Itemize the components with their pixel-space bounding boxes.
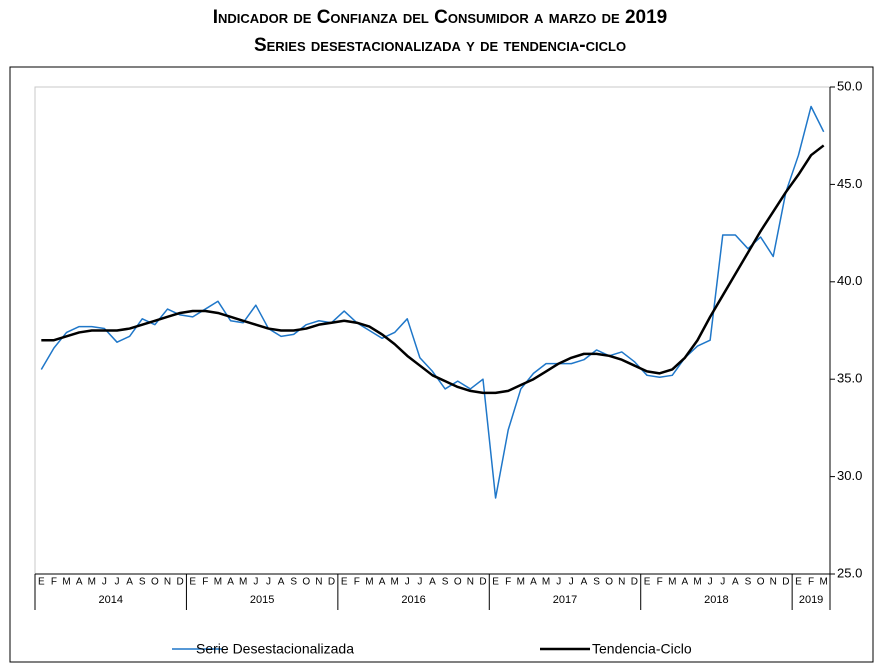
- y-tick-label: 25.0: [837, 565, 862, 580]
- x-tick-label: M: [542, 577, 550, 588]
- x-tick-label: A: [732, 577, 739, 588]
- x-tick-label: J: [266, 577, 271, 588]
- x-tick-label: M: [62, 577, 70, 588]
- x-tick-label: J: [569, 577, 574, 588]
- x-tick-label: A: [530, 577, 537, 588]
- y-tick-label: 30.0: [837, 468, 862, 483]
- x-tick-label: F: [51, 577, 57, 588]
- x-tick-label: F: [808, 577, 814, 588]
- x-tick-label: E: [38, 577, 45, 588]
- x-tick-label: A: [278, 577, 285, 588]
- x-tick-label: N: [618, 577, 625, 588]
- chart-subtitle: Series desestacionalizada y de tendencia…: [254, 35, 626, 56]
- x-tick-label: S: [139, 577, 146, 588]
- chart-frame: [9, 66, 874, 663]
- x-tick-label: D: [177, 577, 184, 588]
- x-tick-label: S: [745, 577, 752, 588]
- y-tick-label: 35.0: [837, 371, 862, 386]
- y-tick-label: 40.0: [837, 273, 862, 288]
- x-tick-label: A: [379, 577, 386, 588]
- x-tick-label: A: [227, 577, 234, 588]
- x-tick-label: M: [239, 577, 247, 588]
- x-tick-label: A: [682, 577, 689, 588]
- x-tick-label: E: [341, 577, 348, 588]
- x-tick-label: M: [390, 577, 398, 588]
- y-tick-label: 45.0: [837, 176, 862, 191]
- year-label: 2019: [799, 594, 823, 606]
- x-tick-label: J: [102, 577, 107, 588]
- series-line: [41, 144, 825, 395]
- x-tick-label: F: [657, 577, 663, 588]
- year-label: 2018: [704, 594, 728, 606]
- x-tick-label: A: [429, 577, 436, 588]
- x-tick-label: O: [151, 577, 159, 588]
- x-tick-label: M: [365, 577, 373, 588]
- x-tick-label: J: [253, 577, 258, 588]
- x-tick-label: J: [556, 577, 561, 588]
- x-tick-label: M: [693, 577, 701, 588]
- x-tick-label: D: [631, 577, 638, 588]
- x-tick-label: O: [757, 577, 765, 588]
- x-tick-label: D: [479, 577, 486, 588]
- x-tick-label: N: [467, 577, 474, 588]
- x-tick-label: J: [405, 577, 410, 588]
- x-tick-label: E: [644, 577, 651, 588]
- x-tick-label: M: [517, 577, 525, 588]
- year-label: 2015: [250, 594, 274, 606]
- x-tick-label: J: [115, 577, 120, 588]
- series-line: [40, 105, 825, 499]
- x-tick-label: A: [76, 577, 83, 588]
- x-tick-label: A: [126, 577, 133, 588]
- x-tick-label: N: [770, 577, 777, 588]
- x-tick-label: E: [795, 577, 802, 588]
- x-tick-label: S: [290, 577, 297, 588]
- x-tick-label: J: [720, 577, 725, 588]
- x-tick-label: O: [454, 577, 462, 588]
- x-tick-label: M: [88, 577, 96, 588]
- x-tick-label: F: [505, 577, 511, 588]
- x-tick-label: J: [708, 577, 713, 588]
- year-label: 2014: [98, 594, 122, 606]
- x-tick-label: F: [354, 577, 360, 588]
- x-tick-label: S: [442, 577, 449, 588]
- chart-title: Indicador de Confianza del Consumidor a …: [213, 7, 667, 28]
- x-tick-label: S: [593, 577, 600, 588]
- x-tick-label: M: [214, 577, 222, 588]
- year-label: 2017: [553, 594, 577, 606]
- x-tick-label: F: [202, 577, 208, 588]
- legend-label: Serie Desestacionalizada: [196, 641, 354, 657]
- y-tick-label: 50.0: [837, 78, 862, 93]
- x-tick-label: M: [820, 577, 828, 588]
- x-tick-label: N: [164, 577, 171, 588]
- x-tick-label: N: [315, 577, 322, 588]
- x-tick-label: E: [189, 577, 196, 588]
- x-tick-label: J: [417, 577, 422, 588]
- x-tick-label: M: [668, 577, 676, 588]
- x-tick-label: E: [492, 577, 499, 588]
- x-tick-label: O: [302, 577, 310, 588]
- x-tick-label: O: [605, 577, 613, 588]
- x-tick-label: D: [782, 577, 789, 588]
- x-tick-label: D: [328, 577, 335, 588]
- x-tick-label: A: [581, 577, 588, 588]
- year-label: 2016: [401, 594, 425, 606]
- legend-label: Tendencia-Ciclo: [592, 641, 692, 657]
